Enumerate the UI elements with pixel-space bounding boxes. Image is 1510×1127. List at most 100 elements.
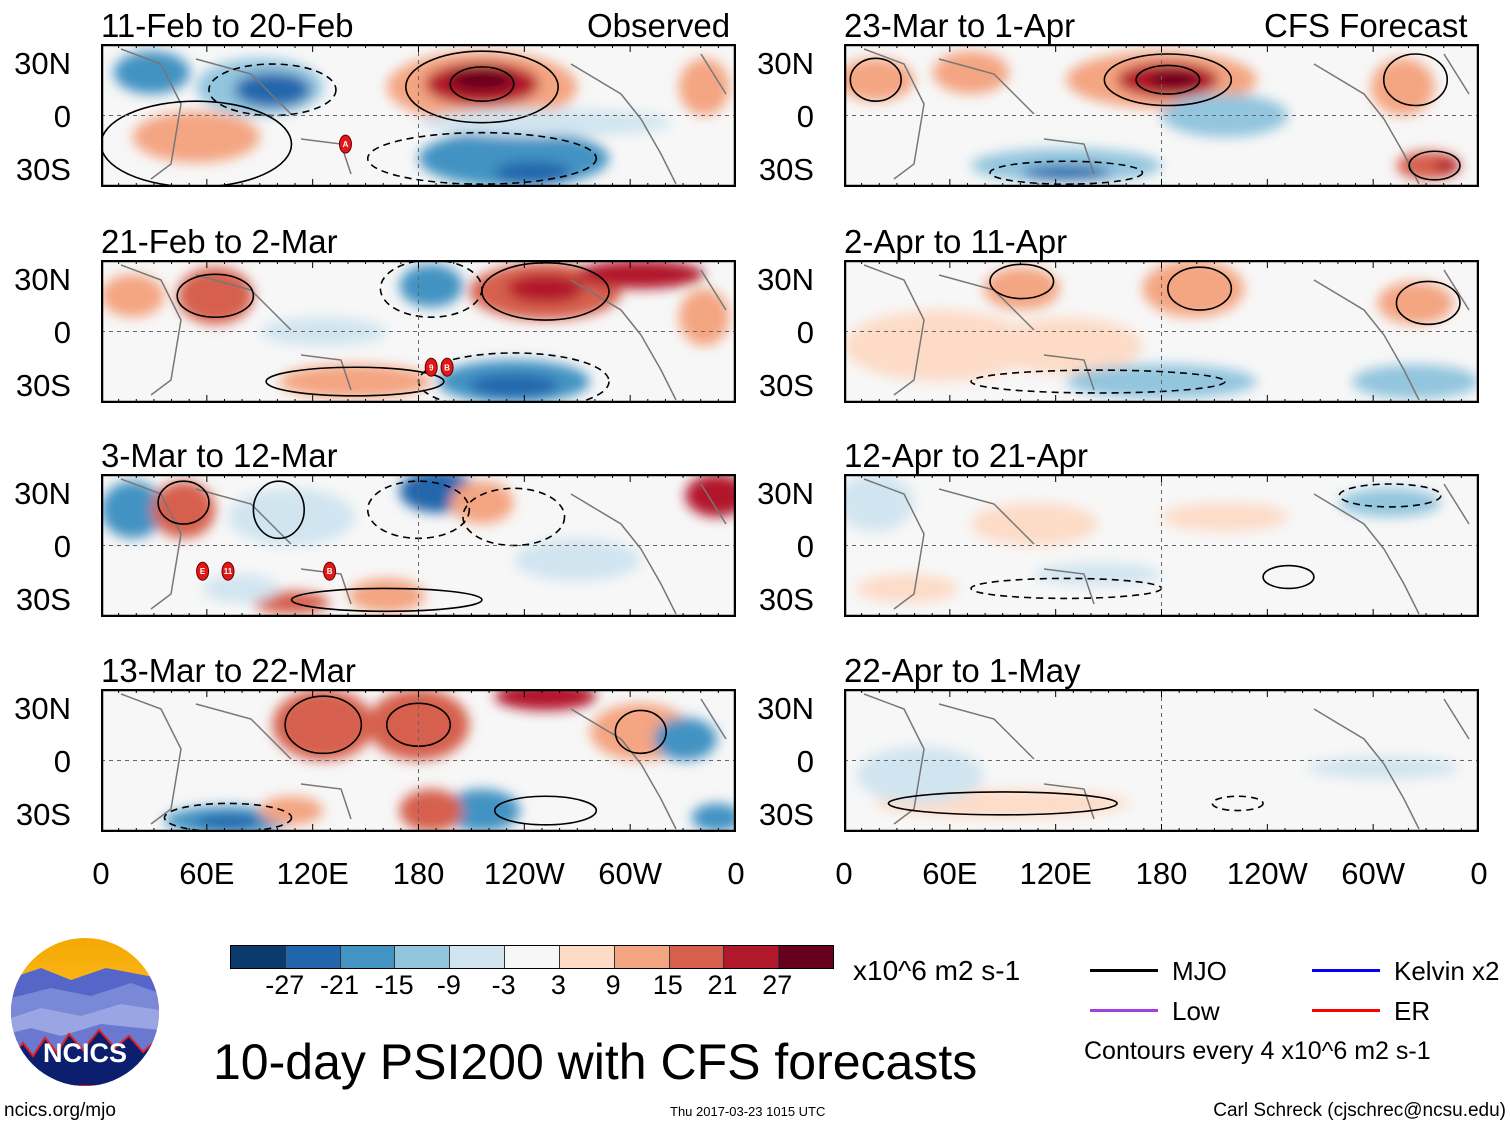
x-tick-label: 120E: [276, 856, 349, 891]
x-tick-label: 0: [835, 856, 853, 891]
positive-contour: [614, 709, 667, 755]
legend-line-mjo: [1090, 969, 1158, 972]
x-tick-label: 60E: [922, 856, 978, 891]
negative-contour: [163, 802, 293, 832]
y-tick-label: 30N: [757, 691, 814, 726]
colorbar-tick-label: 27: [762, 970, 793, 1000]
x-tick-label: 120W: [1226, 856, 1308, 891]
legend-line-er: [1312, 1009, 1380, 1012]
colorbar: [230, 945, 834, 969]
y-tick-label: 0: [796, 529, 814, 564]
positive-contour: [176, 273, 255, 319]
positive-contour: [849, 57, 902, 103]
anomaly-region: [151, 481, 216, 539]
anomaly-region: [1339, 488, 1441, 517]
map-panel: [844, 689, 1479, 832]
tropical-cyclone-icon: A: [338, 134, 352, 154]
colorbar-swatch: [505, 946, 560, 968]
x-tick-label: 180: [392, 856, 445, 891]
anomaly-region: [278, 364, 432, 399]
anomaly-region: [678, 288, 730, 346]
footer-url[interactable]: ncics.org/mjo: [4, 1100, 116, 1121]
positive-contour: [449, 66, 515, 103]
legend-line-low: [1090, 1009, 1158, 1012]
storm-label: B: [327, 567, 333, 576]
panel-title: 12-Apr to 21-Apr: [844, 437, 1088, 474]
positive-contour: [101, 100, 293, 187]
panel-frame: [844, 689, 1479, 832]
tropical-cyclone-icon: E: [196, 561, 210, 581]
logo-text: NCICS: [42, 1038, 127, 1068]
coastlines: [863, 693, 1470, 830]
map-panel: [844, 260, 1479, 403]
negative-contour: [366, 131, 598, 185]
positive-contour: [404, 50, 559, 124]
anomaly-region: [132, 111, 260, 163]
anomaly-region: [348, 578, 425, 613]
panel-title: 2-Apr to 11-Apr: [844, 223, 1068, 260]
anomaly-region: [844, 474, 914, 532]
positive-contour: [1395, 280, 1461, 326]
anomaly-region: [1142, 260, 1245, 318]
y-tick-label: 30S: [15, 368, 71, 403]
anomaly-region: [971, 502, 1098, 546]
x-tick-label: 0: [727, 856, 745, 891]
negative-contour: [989, 160, 1144, 185]
y-tick-label: 30S: [15, 797, 71, 832]
panel-title: 3-Mar to 12-Mar: [101, 437, 338, 474]
colorbar-tick-label: 21: [707, 970, 738, 1000]
positive-contour: [1382, 53, 1449, 107]
anomaly-region: [399, 789, 463, 832]
y-tick-label: 30N: [14, 46, 71, 81]
anomaly-region: [691, 803, 736, 832]
colorbar-tick-label: -3: [491, 970, 516, 1000]
colorbar-swatch: [231, 946, 286, 968]
y-tick-label: 30N: [14, 262, 71, 297]
anomaly-region: [259, 796, 324, 825]
y-tick-label: 30S: [758, 797, 814, 832]
x-tick-label: 60W: [1341, 856, 1406, 891]
panel-frame: [101, 260, 736, 403]
colorbar-swatch: [285, 946, 341, 968]
anomaly-region: [113, 51, 190, 95]
storm-label: E: [200, 567, 206, 576]
anomaly-region: [971, 148, 1162, 183]
map-panel: [101, 689, 736, 832]
positive-contour: [887, 791, 1118, 816]
coastlines: [863, 478, 1470, 615]
tropical-cyclone-icon: B: [440, 357, 454, 377]
anomaly-region: [234, 72, 311, 107]
colorbar-tick-label: -21: [319, 970, 359, 1000]
storm-label: 9: [429, 363, 434, 372]
positive-contour: [1167, 266, 1233, 311]
panel-title: 23-Mar to 1-Apr: [844, 7, 1076, 44]
positive-contour: [1408, 150, 1461, 181]
panel-title: 21-Feb to 2-Mar: [101, 223, 338, 260]
anomaly-region: [513, 538, 641, 582]
colorbar-swatch: [450, 946, 506, 968]
observed-label: Observed: [587, 7, 731, 44]
anomaly-region: [450, 481, 514, 525]
anomaly-region: [1352, 364, 1479, 399]
colorbar-tick-label: -15: [374, 970, 414, 1000]
anomaly-region: [653, 717, 717, 761]
footer-timestamp: Thu 2017-03-23 1015 UTC: [670, 1104, 826, 1119]
y-tick-label: 30N: [757, 46, 814, 81]
storm-label: 11: [224, 567, 233, 576]
panel-title: 22-Apr to 1-May: [844, 652, 1081, 689]
colorbar-tick-label: 15: [652, 970, 683, 1000]
y-tick-label: 30S: [758, 368, 814, 403]
map-panel: A: [101, 44, 736, 187]
positive-contour: [1262, 564, 1315, 590]
tropical-cyclone-icon: 11: [221, 561, 235, 581]
anomaly-region: [494, 161, 571, 185]
anomaly-region: [983, 267, 1060, 311]
colorbar-tick-label: 9: [605, 970, 621, 1000]
x-tick-label: 0: [1470, 856, 1488, 891]
panel-frame: [101, 44, 736, 187]
figure-title: 10-day PSI200 with CFS forecasts: [213, 1034, 978, 1090]
anomaly-region: [494, 689, 597, 711]
legend-line-kelvin-x2: [1312, 969, 1380, 972]
panel-frame: [101, 474, 736, 617]
colorbar-swatch: [395, 946, 451, 968]
